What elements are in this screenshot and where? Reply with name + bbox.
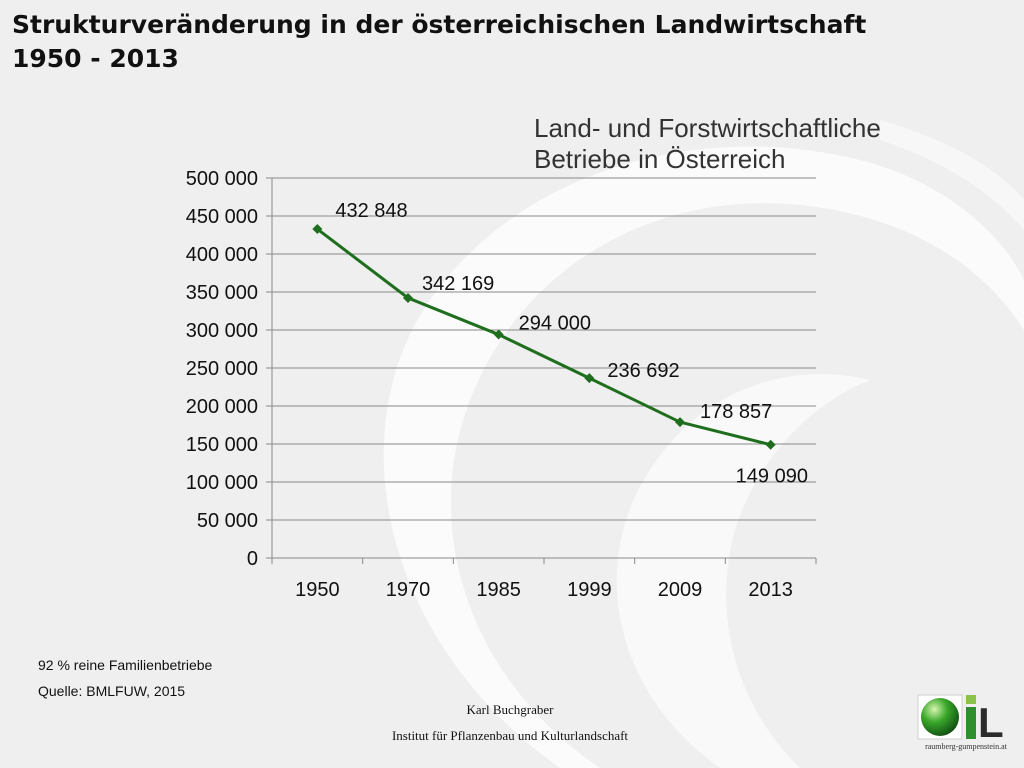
logo-letter: L — [978, 699, 1004, 743]
slide-title-line2: 1950 - 2013 — [12, 44, 179, 73]
data-point-marker — [675, 417, 685, 428]
chart-gridlines — [272, 177, 816, 521]
x-tick-label: 1985 — [476, 579, 521, 601]
footer-author: Karl Buchgraber — [466, 702, 554, 717]
data-label: 149 090 — [736, 466, 808, 488]
y-tick-label: 250 000 — [186, 358, 258, 380]
x-tick-label: 1950 — [295, 579, 340, 601]
y-tick-label: 350 000 — [186, 282, 258, 304]
y-tick-label: 150 000 — [186, 434, 258, 456]
source-note: Quelle: BMLFUW, 2015 — [38, 683, 186, 699]
data-label: 342 169 — [422, 273, 494, 295]
chart-title: Land- und Forstwirtschaftliche Betriebe … — [534, 113, 881, 175]
y-tick-label: 300 000 — [186, 320, 258, 342]
y-tick-label: 500 000 — [186, 168, 258, 190]
chart-title-line2: Betriebe in Österreich — [534, 144, 786, 174]
data-point-marker — [403, 292, 413, 303]
family-farms-note: 92 % reine Familienbetriebe — [38, 657, 213, 673]
data-label: 236 692 — [607, 360, 679, 382]
raumberg-gumpenstein-logo: L raumberg-gumpenstein.at — [916, 693, 1016, 755]
slide-title: Strukturveränderung in der österreichisc… — [12, 8, 866, 76]
y-axis-tick-labels: 0 50 000 100 000 150 000 200 000 250 000 300 0… — [186, 168, 258, 570]
data-label: 432 848 — [335, 200, 407, 222]
footer-institute: Institut für Pflanzenbau und Kulturlands… — [391, 728, 629, 743]
data-point-marker — [765, 439, 776, 450]
x-tick-label: 1999 — [567, 579, 612, 601]
slide-title-line1: Strukturveränderung in der österreichisc… — [12, 10, 867, 39]
data-point-marker — [493, 329, 504, 340]
x-axis-tick-labels: 1950 1970 1985 1999 2009 2013 — [295, 579, 793, 601]
logo-graphic: L — [917, 694, 1004, 746]
data-point-marker — [584, 373, 595, 384]
y-tick-label: 0 — [247, 548, 258, 570]
y-tick-label: 100 000 — [186, 472, 258, 494]
chart-series — [312, 224, 776, 450]
data-labels: 432 848 342 169 294 000 236 692 178 857 149 0… — [335, 200, 808, 488]
logo-url: raumberg-gumpenstein.at — [925, 742, 1007, 751]
y-tick-label: 50 000 — [197, 510, 258, 532]
data-label: 178 857 — [700, 401, 772, 423]
x-tick-label: 1970 — [386, 579, 431, 601]
data-label: 294 000 — [519, 313, 591, 335]
chart-title-line1: Land- und Forstwirtschaftliche — [534, 113, 881, 143]
y-tick-label: 400 000 — [186, 244, 258, 266]
chart-axes — [266, 177, 817, 564]
x-tick-label: 2009 — [658, 579, 703, 601]
y-tick-label: 450 000 — [186, 206, 258, 228]
logo-globe-icon — [921, 698, 959, 736]
y-tick-label: 200 000 — [186, 396, 258, 418]
series-line — [316, 227, 772, 447]
data-point-marker — [312, 224, 323, 235]
x-tick-label: 2013 — [748, 579, 793, 601]
